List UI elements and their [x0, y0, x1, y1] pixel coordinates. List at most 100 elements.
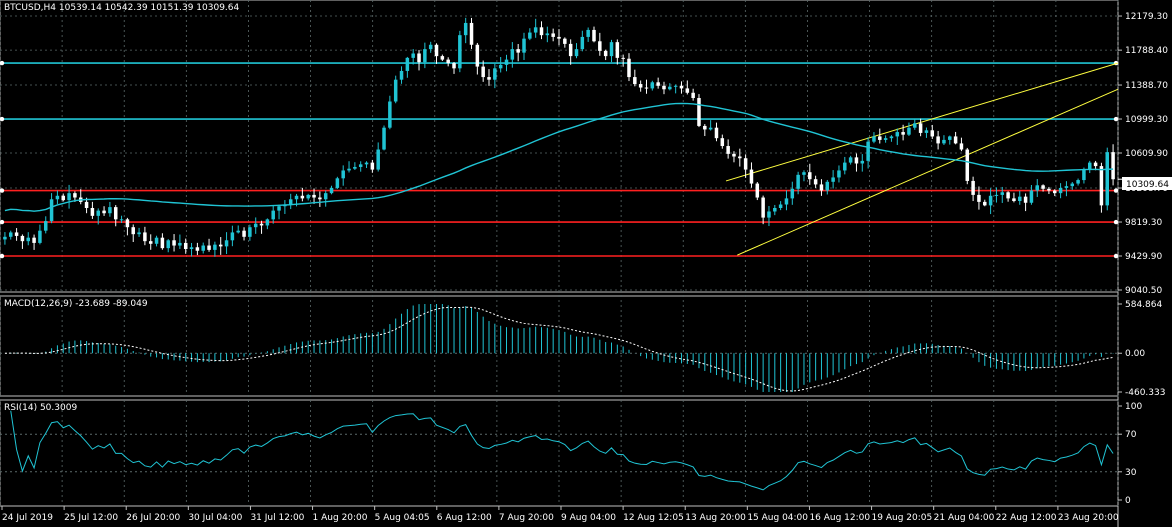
candle-body: [808, 172, 812, 180]
x-tick-label: 6 Aug 12:00: [437, 513, 492, 523]
candle-body: [755, 183, 760, 198]
candle-body: [545, 33, 550, 36]
x-tick-label: 5 Aug 04:05: [375, 513, 430, 523]
level-handle: [0, 253, 5, 259]
level-handle: [0, 116, 5, 122]
candle-body: [621, 57, 625, 59]
candle-body: [837, 170, 841, 178]
level-handle: [1113, 188, 1119, 193]
candle-body: [603, 50, 608, 57]
candle-body: [831, 177, 835, 182]
candle-body: [679, 85, 684, 89]
price-tick-label: 10999.30: [1125, 115, 1168, 125]
candle-body: [761, 197, 765, 218]
candle-body: [749, 169, 754, 184]
candle-body: [411, 53, 415, 58]
x-tick-label: 30 Jul 04:00: [188, 513, 242, 523]
candle-body: [609, 42, 614, 57]
price-tick-label: 12179.30: [1125, 12, 1168, 22]
candle-body: [936, 136, 940, 144]
candle-body: [55, 195, 60, 200]
candle-body: [551, 33, 555, 37]
candle-body: [907, 127, 911, 135]
candle-body: [586, 29, 590, 37]
candle-body: [638, 84, 643, 88]
candle-body: [1012, 198, 1016, 202]
candle-body: [113, 207, 118, 220]
candle-body: [650, 82, 655, 89]
rsi-tick-label: 0: [1125, 496, 1131, 506]
candle-body: [843, 162, 847, 171]
candle-body: [942, 139, 946, 144]
candle-body: [1064, 186, 1069, 188]
candle-body: [463, 22, 468, 36]
x-tick-label: 31 Jul 12:00: [250, 513, 304, 523]
candle-body: [673, 85, 678, 87]
candle-body: [592, 29, 596, 42]
candle-body: [504, 59, 509, 65]
candle-body: [883, 138, 888, 140]
macd-tick-label: 0.00: [1125, 349, 1145, 359]
candle-body: [49, 199, 54, 222]
candle-body: [154, 237, 159, 244]
candle-body: [854, 157, 859, 164]
candle-body: [784, 198, 789, 205]
candle-body: [924, 130, 929, 133]
macd-tick-label: -460.333: [1125, 388, 1165, 398]
candle-body: [790, 188, 795, 199]
level-handle: [1113, 253, 1119, 259]
candle-body: [143, 232, 147, 242]
candle-body: [889, 136, 894, 139]
candle-body: [1006, 192, 1010, 199]
candle-body: [668, 86, 672, 90]
candle-body: [983, 201, 987, 206]
x-tick-label: 16 Aug 12:00: [809, 513, 870, 523]
candle-body: [189, 247, 194, 250]
candle-body: [399, 70, 404, 80]
candle-body: [539, 27, 544, 36]
macd-signal-line: [4, 306, 1114, 392]
candle-body: [720, 138, 725, 147]
candle-body: [813, 179, 818, 185]
candle-body: [242, 230, 246, 237]
candle-body: [201, 245, 205, 251]
candle-body: [738, 156, 742, 159]
candle-body: [977, 194, 981, 202]
candle-body: [253, 223, 258, 228]
candle-body: [172, 240, 176, 246]
candle-body: [364, 162, 369, 165]
candle-body: [1093, 162, 1098, 167]
candle-body: [230, 232, 235, 241]
current-price-box: [1122, 177, 1172, 190]
candle-body: [615, 42, 620, 58]
candle-body: [510, 49, 515, 60]
level-handle: [1113, 219, 1119, 225]
candle-body: [918, 123, 923, 133]
candle-body: [388, 101, 392, 128]
candle-body: [469, 22, 474, 45]
candle-body: [137, 232, 141, 235]
candle-body: [102, 210, 106, 214]
candle-body: [1088, 162, 1092, 170]
candle-body: [1023, 196, 1028, 203]
candle-body: [353, 166, 357, 169]
candle-body: [160, 237, 165, 249]
candle-body: [183, 242, 188, 250]
x-tick-label: 12 Aug 12:05: [623, 513, 684, 523]
candle-body: [930, 130, 935, 137]
candle-body: [697, 98, 701, 126]
candle-body: [32, 237, 36, 243]
candle-body: [516, 49, 520, 53]
candle-body: [703, 125, 707, 130]
candle-body: [1053, 190, 1057, 194]
candle-body: [125, 219, 130, 228]
candle-body: [335, 178, 340, 188]
x-tick-label: 22 Aug 12:00: [996, 513, 1057, 523]
candle-body: [685, 88, 690, 93]
candle-body: [393, 79, 398, 102]
candle-body: [347, 168, 351, 171]
candle-body: [988, 195, 993, 206]
candle-body: [376, 149, 380, 170]
candle-body: [493, 68, 497, 80]
